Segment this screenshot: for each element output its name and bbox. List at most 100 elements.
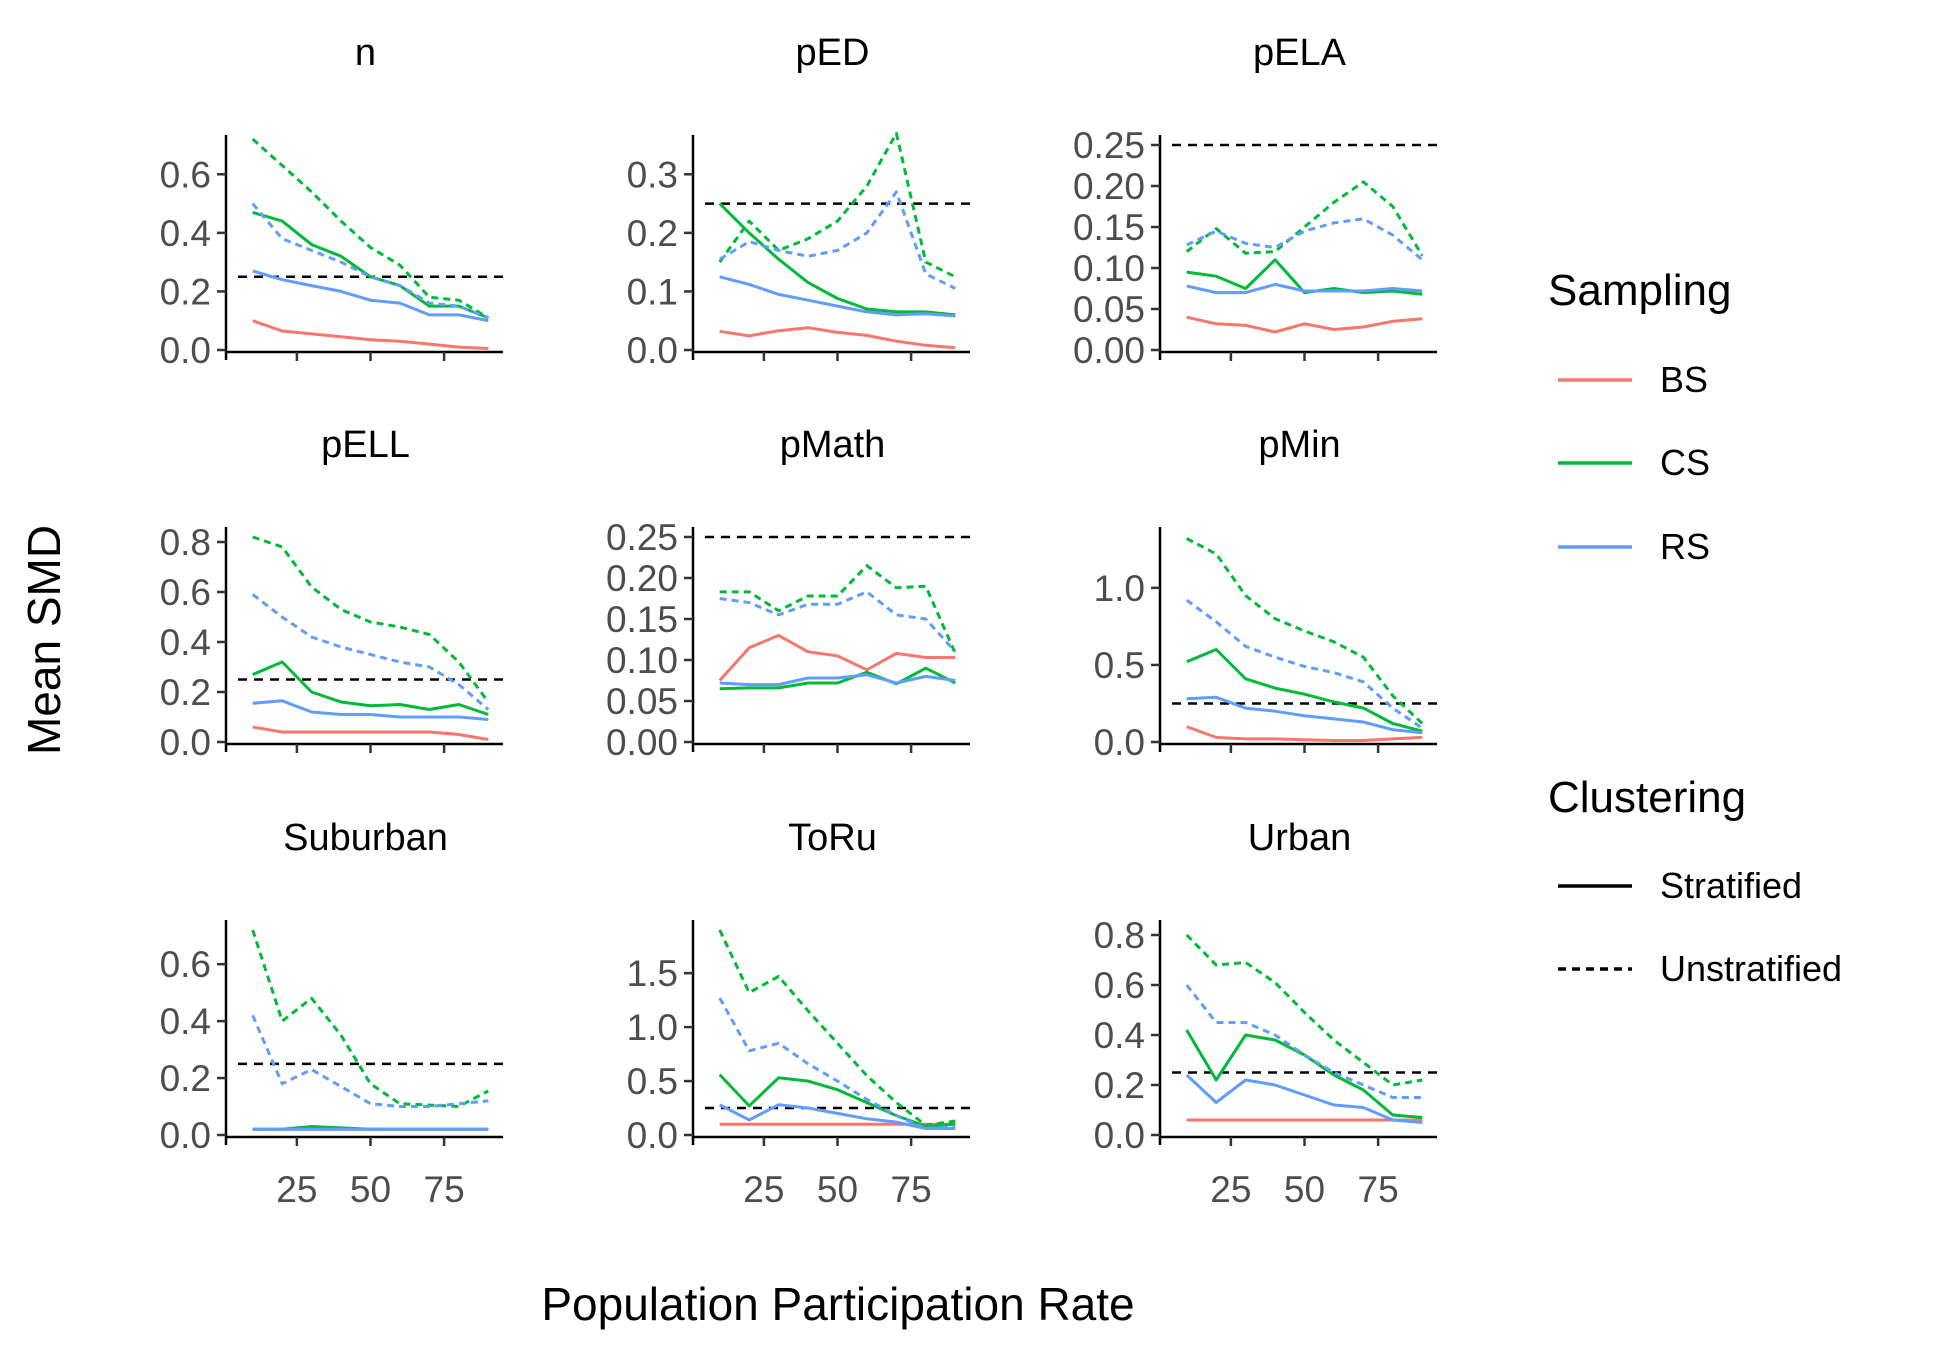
x-tick-label: 50 xyxy=(350,1169,391,1210)
y-tick-label: 0.4 xyxy=(1094,1015,1145,1056)
x-tick-label: 50 xyxy=(1284,1169,1325,1210)
series-line-cs-stratified xyxy=(719,666,956,691)
panel-pell: pELL 0.0 0.2 0.4 0.6 0.8 xyxy=(160,424,503,763)
series-line-cs-stratified xyxy=(1186,258,1423,296)
y-tick-label: 0.2 xyxy=(160,672,211,713)
series-line-rs-unstratified xyxy=(718,997,956,1130)
y-tick-label: 0.25 xyxy=(606,517,678,558)
y-tick-label: 0.6 xyxy=(160,944,211,985)
y-tick-label: 0.8 xyxy=(1094,915,1145,956)
series-line-rs-unstratified xyxy=(1185,984,1423,1099)
panel-title: pMin xyxy=(1258,424,1340,466)
y-tick-label: 0.0 xyxy=(160,330,211,371)
series-line-rs-unstratified xyxy=(251,593,490,711)
x-tick-label: 25 xyxy=(743,1169,784,1210)
legend-item-bs: BS xyxy=(1558,359,1708,400)
y-tick-label: 0.8 xyxy=(160,522,211,563)
y-tick-label: 0.0 xyxy=(627,330,678,371)
series-line-cs-stratified xyxy=(252,210,489,320)
series-line-cs-stratified xyxy=(252,660,489,716)
y-tick-label: 0.00 xyxy=(606,722,678,763)
panel-title: pELL xyxy=(321,424,410,466)
series-line-rs-unstratified xyxy=(251,1014,489,1108)
panel-pmin: pMin 0.0 0.5 1.0 xyxy=(1094,424,1437,763)
series-line-cs-unstratified xyxy=(718,929,956,1127)
x-tick-label: 50 xyxy=(817,1169,858,1210)
panel-suburban: Suburban 0.0 0.2 0.4 0.6 25 50 75 xyxy=(160,817,503,1210)
y-tick-label: 0.0 xyxy=(160,722,211,763)
x-tick-label: 75 xyxy=(424,1169,465,1210)
series-line-cs-stratified xyxy=(718,1073,956,1128)
legend-label-bs: BS xyxy=(1660,359,1708,400)
legend-item-stratified: Stratified xyxy=(1558,865,1802,906)
panel-title: Urban xyxy=(1248,817,1352,859)
y-tick-label: 0.20 xyxy=(1073,166,1145,207)
y-tick-label: 0.2 xyxy=(1094,1065,1145,1106)
series-line-cs-stratified xyxy=(1186,648,1423,733)
series-line-rs-stratified xyxy=(1186,282,1423,295)
panel-pela: pELA 0.000.050.100.150.200.25 xyxy=(1073,32,1437,371)
y-tick-label: 0.00 xyxy=(1073,330,1145,371)
y-tick-label: 0.15 xyxy=(606,599,678,640)
panel-title: pELA xyxy=(1253,32,1347,74)
series-line-rs-unstratified xyxy=(719,590,957,653)
y-tick-label: 0.10 xyxy=(1073,248,1145,289)
y-tick-label: 0.5 xyxy=(627,1061,678,1102)
panel-title: pMath xyxy=(780,424,886,466)
series-line-bs-stratified xyxy=(1186,315,1423,334)
x-axis-label: Population Participation Rate xyxy=(541,1278,1134,1330)
legend-label-rs: RS xyxy=(1660,526,1710,567)
series-line-cs-stratified xyxy=(718,202,956,317)
y-tick-label: 0.0 xyxy=(627,1115,678,1156)
series-line-cs-unstratified xyxy=(252,535,490,703)
legend-item-unstratified: Unstratified xyxy=(1558,948,1842,989)
series-line-rs-stratified xyxy=(252,699,489,721)
y-tick-label: 0.0 xyxy=(160,1115,211,1156)
y-tick-label: 0.6 xyxy=(1094,965,1145,1006)
x-tick-label: 75 xyxy=(891,1169,932,1210)
series-line-bs-stratified xyxy=(719,326,956,350)
panel-title: Suburban xyxy=(283,817,448,859)
y-tick-label: 0.4 xyxy=(160,213,211,254)
y-tick-label: 0.3 xyxy=(627,154,678,195)
series-line-cs-unstratified xyxy=(718,131,956,279)
panel-pmath: pMath 0.000.050.100.150.200.25 xyxy=(606,424,970,763)
series-line-cs-unstratified xyxy=(1186,537,1424,725)
panel-n: n 0.0 0.2 0.4 0.6 xyxy=(160,32,503,371)
series-line-rs-unstratified xyxy=(1185,598,1424,730)
series-line-cs-unstratified xyxy=(719,564,957,655)
y-tick-label: 0.2 xyxy=(627,213,678,254)
legend-clustering-title: Clustering xyxy=(1548,773,1746,822)
y-tick-label: 0.1 xyxy=(627,271,678,312)
y-tick-label: 0.2 xyxy=(160,271,211,312)
series-line-bs-stratified xyxy=(252,319,489,350)
series-line-rs-unstratified xyxy=(1186,217,1424,261)
y-tick-label: 0.15 xyxy=(1073,207,1145,248)
x-tick-label: 75 xyxy=(1358,1169,1399,1210)
y-tick-label: 0.6 xyxy=(160,154,211,195)
panel-title: ToRu xyxy=(788,817,877,859)
legend-label-unstratified: Unstratified xyxy=(1660,948,1842,989)
y-axis-label: Mean SMD xyxy=(18,525,70,755)
panel-title: pED xyxy=(796,32,870,74)
y-tick-label: 1.0 xyxy=(627,1007,678,1048)
y-tick-label: 0.4 xyxy=(160,622,211,663)
y-tick-label: 1.0 xyxy=(1094,568,1145,609)
series-line-rs-stratified xyxy=(1186,695,1423,735)
y-tick-label: 0.0 xyxy=(1094,1115,1145,1156)
panel-toru: ToRu 0.0 0.5 1.0 1.5 25 50 75 xyxy=(627,817,970,1210)
y-tick-label: 0.6 xyxy=(160,572,211,613)
y-tick-label: 1.5 xyxy=(627,953,678,994)
legend-sampling-title: Sampling xyxy=(1548,266,1731,315)
x-tick-label: 25 xyxy=(1210,1169,1251,1210)
series-line-rs-stratified xyxy=(719,673,956,687)
x-tick-label: 25 xyxy=(276,1169,317,1210)
y-tick-label: 0.2 xyxy=(160,1058,211,1099)
series-line-bs-stratified xyxy=(1186,725,1423,742)
legend-label-cs: CS xyxy=(1660,442,1710,483)
series-line-rs-unstratified xyxy=(718,190,956,290)
series-line-rs-stratified xyxy=(719,1103,956,1130)
legend-label-stratified: Stratified xyxy=(1660,865,1802,906)
series-line-rs-stratified xyxy=(719,275,956,318)
